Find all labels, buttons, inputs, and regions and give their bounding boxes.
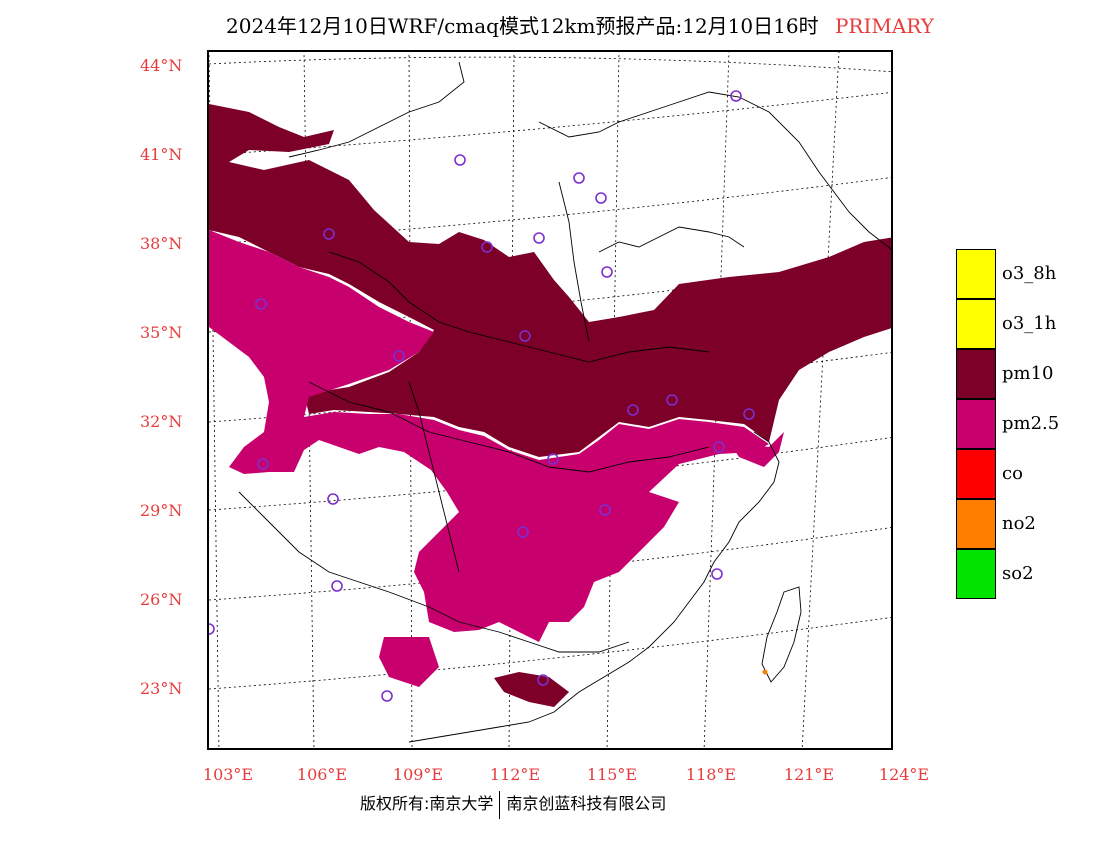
copyright-left: 版权所有:南京大学 xyxy=(360,794,494,813)
border-northeast xyxy=(538,91,891,250)
lat-label-23: 23°N xyxy=(140,679,183,698)
lon-label-106: 106°E xyxy=(296,765,348,784)
boundaries xyxy=(238,61,891,743)
station-marker[interactable] xyxy=(481,241,493,253)
lat-label-44: 44°N xyxy=(140,56,183,75)
station-marker[interactable] xyxy=(519,330,531,342)
lon-label-115: 115°E xyxy=(586,765,638,784)
station-marker[interactable] xyxy=(573,172,585,184)
station-marker[interactable] xyxy=(601,266,613,278)
legend-swatch-co xyxy=(956,449,996,499)
legend-label-pm10: pm10 xyxy=(1002,363,1054,384)
station-marker[interactable] xyxy=(711,568,723,580)
station-marker[interactable] xyxy=(537,674,549,686)
border-meridional xyxy=(408,381,460,573)
title-text: 2024年12月10日WRF/cmaq模式12km预报产品:12月10日16时 xyxy=(226,14,819,38)
legend-label-so2: so2 xyxy=(1002,563,1034,584)
station-marker[interactable] xyxy=(381,690,393,702)
pm25-patch-guangxi xyxy=(379,637,439,687)
station-marker[interactable] xyxy=(454,154,466,166)
lon-label-103: 103°E xyxy=(202,765,254,784)
legend-swatch-so2 xyxy=(956,549,996,599)
lon-line-121 xyxy=(801,52,840,748)
station-marker[interactable] xyxy=(327,493,339,505)
map-canvas xyxy=(209,52,891,748)
station-marker[interactable] xyxy=(331,580,343,592)
lon-label-118: 118°E xyxy=(685,765,737,784)
legend-swatch-pm10 xyxy=(956,349,996,399)
legend-swatch-no2 xyxy=(956,499,996,549)
legend-label-o3-1h: o3_1h xyxy=(1002,313,1057,334)
legend-swatch-o3-1h xyxy=(956,299,996,349)
border-south xyxy=(238,491,630,653)
forecast-map[interactable] xyxy=(207,50,893,750)
coast-bohai xyxy=(598,226,745,253)
footer-separator xyxy=(499,790,501,819)
legend-label-pm25: pm2.5 xyxy=(1002,413,1060,434)
taiwan-outline xyxy=(761,586,802,683)
pm10-patch-northwest xyxy=(209,112,254,152)
lat-label-26: 26°N xyxy=(140,590,183,609)
station-marker[interactable] xyxy=(323,228,335,240)
legend-swatch-pm25 xyxy=(956,399,996,449)
no2-point xyxy=(762,669,768,675)
legend-label-o3-8h: o3_8h xyxy=(1002,263,1057,284)
lat-label-38: 38°N xyxy=(140,234,183,253)
border-yangtze xyxy=(308,381,710,473)
station-marker[interactable] xyxy=(393,350,405,362)
station-marker[interactable] xyxy=(517,526,529,538)
pm10-patch-south xyxy=(494,672,569,707)
station-marker[interactable] xyxy=(713,441,725,453)
stations xyxy=(209,90,755,702)
coast-southeast xyxy=(408,431,780,743)
lat-line-29 xyxy=(209,437,891,511)
lat-label-41: 41°N xyxy=(140,145,183,164)
copyright-footer: 版权所有:南京大学 南京创蓝科技有限公司 xyxy=(360,790,666,819)
station-marker[interactable] xyxy=(627,404,639,416)
legend-label-no2: no2 xyxy=(1002,513,1036,534)
border-north xyxy=(288,61,465,158)
lat-line-38 xyxy=(209,177,891,245)
border-shanxi xyxy=(558,181,590,343)
station-marker[interactable] xyxy=(547,453,559,465)
border-central xyxy=(328,251,710,363)
lon-label-112: 112°E xyxy=(489,765,541,784)
lat-label-29: 29°N xyxy=(140,501,183,520)
lat-line-23 xyxy=(209,617,891,690)
lat-line-26 xyxy=(209,527,891,601)
station-marker[interactable] xyxy=(255,298,267,310)
lon-label-121: 121°E xyxy=(783,765,835,784)
station-marker[interactable] xyxy=(595,192,607,204)
lat-label-35: 35°N xyxy=(140,323,183,342)
station-marker[interactable] xyxy=(743,408,755,420)
primary-pollutant-tag: PRIMARY xyxy=(834,14,934,38)
lat-label-32: 32°N xyxy=(140,412,183,431)
lat-line-41 xyxy=(209,92,891,156)
pm25-patch-east xyxy=(729,432,784,467)
station-marker[interactable] xyxy=(730,90,742,102)
station-marker[interactable] xyxy=(533,232,545,244)
map-title: 2024年12月10日WRF/cmaq模式12km预报产品:12月10日16时 … xyxy=(0,10,1100,39)
lon-label-109: 109°E xyxy=(392,765,444,784)
lat-line-44 xyxy=(209,56,891,73)
pm25-region xyxy=(209,230,769,642)
station-marker[interactable] xyxy=(209,623,215,635)
legend-label-co: co xyxy=(1002,463,1023,484)
legend-swatch-o3-8h xyxy=(956,249,996,299)
station-marker[interactable] xyxy=(666,394,678,406)
station-marker[interactable] xyxy=(599,504,611,516)
pm10-region xyxy=(209,104,891,457)
station-marker[interactable] xyxy=(257,458,269,470)
lon-label-124: 124°E xyxy=(878,765,930,784)
copyright-right: 南京创蓝科技有限公司 xyxy=(506,794,667,813)
lon-line-103 xyxy=(209,52,220,748)
